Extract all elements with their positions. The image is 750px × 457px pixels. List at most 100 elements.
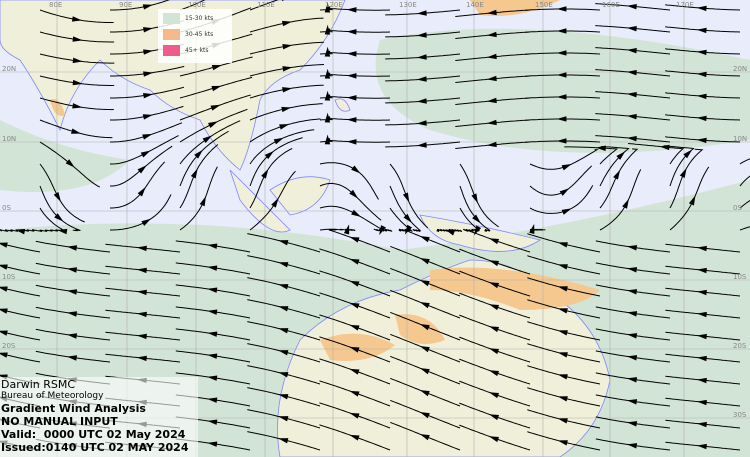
arrowhead-icon	[557, 374, 568, 380]
legend-label: 15-30 kts	[185, 15, 214, 22]
arrowhead-icon	[282, 66, 293, 72]
longitude-label: 170E	[676, 1, 694, 9]
arrowhead-icon	[473, 225, 482, 236]
arrowhead-icon	[626, 47, 637, 54]
arrowhead-icon	[488, 348, 500, 355]
arrowhead-icon	[211, 85, 222, 92]
arrowhead-icon	[557, 396, 568, 402]
arrowhead-icon	[72, 36, 83, 42]
centre-name: Darwin RSMC	[1, 378, 76, 391]
arrowhead-icon	[626, 421, 638, 427]
latitude-label: 10S	[733, 273, 747, 281]
arrowhead-icon	[15, 229, 26, 235]
arrowhead-icon	[626, 245, 638, 251]
latitude-label: 10S	[2, 273, 16, 281]
arrowhead-icon	[278, 328, 289, 334]
latitude-label: 20S	[733, 342, 747, 350]
arrowhead-icon	[271, 197, 279, 208]
arrowhead-icon	[142, 114, 153, 120]
arrowhead-icon	[419, 302, 430, 309]
arrowhead-icon	[140, 150, 151, 158]
legend-item: 45+ kts	[163, 45, 209, 57]
arrowhead-icon	[486, 9, 497, 16]
arrowhead-icon	[66, 333, 78, 339]
arrowhead-icon	[143, 49, 154, 55]
arrowhead-icon	[488, 414, 500, 421]
arrowhead-icon	[626, 399, 638, 405]
arrowhead-icon	[557, 286, 568, 292]
arrowhead-icon	[486, 141, 497, 148]
legend-swatch	[163, 29, 180, 40]
arrowhead-icon	[207, 441, 218, 447]
arrowhead-icon	[346, 117, 357, 123]
arrowhead-icon	[626, 3, 637, 10]
arrowhead-icon	[626, 113, 637, 120]
arrowhead-icon	[416, 32, 427, 38]
arrowhead-icon	[561, 164, 572, 171]
longitude-label: 100E	[188, 1, 206, 9]
arrowhead-icon	[264, 150, 275, 160]
arrowhead-icon	[626, 333, 638, 339]
arrowhead-icon	[282, 44, 293, 50]
arrowhead-icon	[416, 142, 427, 148]
arrowhead-icon	[137, 165, 147, 174]
arrowhead-icon	[346, 139, 357, 145]
arrowhead-icon	[136, 355, 147, 362]
arrowhead-icon	[136, 333, 147, 340]
arrowhead-icon	[136, 311, 147, 318]
arrowhead-icon	[57, 228, 68, 235]
arrowhead-icon	[349, 258, 360, 265]
arrowhead-icon	[137, 187, 146, 197]
arrowhead-icon	[207, 419, 218, 425]
streamline	[249, 0, 279, 11]
arrowhead-icon	[626, 267, 638, 273]
arrowhead-icon	[696, 5, 707, 12]
arrowhead-icon	[696, 443, 707, 450]
arrowhead-icon	[556, 6, 567, 12]
arrowhead-icon	[379, 225, 386, 236]
longitude-label: 130E	[399, 1, 417, 9]
arrowhead-icon	[557, 264, 568, 270]
arrowhead-icon	[210, 104, 221, 111]
arrowhead-icon	[349, 434, 360, 441]
arrowhead-icon	[486, 119, 497, 126]
arrowhead-icon	[626, 25, 637, 32]
arrowhead-icon	[207, 287, 218, 293]
arrowhead-icon	[488, 238, 500, 245]
arrowhead-icon	[416, 76, 427, 82]
arrowhead-icon	[696, 93, 707, 100]
arrowhead-icon	[279, 124, 290, 130]
arrowhead-icon	[351, 165, 361, 174]
arrowhead-icon	[66, 289, 78, 295]
arrowhead-icon	[488, 304, 500, 311]
arrowhead-icon	[488, 282, 500, 289]
arrowhead-icon	[281, 20, 293, 27]
arrowhead-icon	[0, 264, 8, 270]
arrowhead-icon	[556, 28, 567, 34]
arrowhead-icon	[282, 87, 293, 93]
legend: 15-30 kts 30-45 kts 45+ kts	[158, 9, 232, 63]
land	[0, 0, 611, 457]
arrowhead-icon	[419, 434, 430, 441]
arrowhead-icon	[557, 352, 568, 358]
arrowhead-icon	[679, 168, 687, 178]
arrowhead-icon	[419, 236, 430, 243]
arrowhead-icon	[343, 224, 350, 235]
arrowhead-icon	[626, 377, 638, 383]
strong-wind-areas	[50, 0, 600, 361]
arrowhead-icon	[278, 306, 289, 312]
arrowhead-icon	[0, 286, 8, 292]
arrowhead-icon	[557, 242, 568, 248]
arrowhead-icon	[416, 98, 427, 104]
arrowhead-icon	[142, 4, 153, 10]
arrowhead-icon	[349, 302, 360, 309]
latitude-label: 20N	[2, 65, 16, 73]
latitude-label: 10N	[733, 135, 747, 143]
arrowhead-icon	[488, 326, 500, 333]
latitude-label: 20N	[733, 65, 747, 73]
arrowhead-icon	[202, 135, 213, 144]
input-note: NO MANUAL INPUT	[1, 415, 118, 428]
arrowhead-icon	[72, 103, 83, 109]
arrowhead-icon	[278, 372, 289, 378]
arrowhead-icon	[696, 399, 707, 406]
